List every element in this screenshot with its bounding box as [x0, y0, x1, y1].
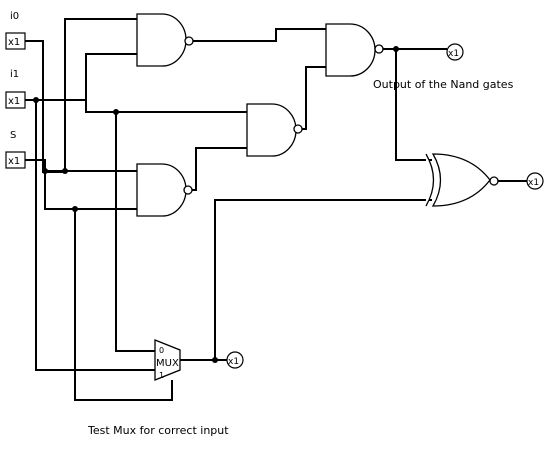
- wire-i0: [25, 40, 65, 173]
- junction-dot: [42, 168, 48, 174]
- xnor-gate[interactable]: [425, 153, 499, 207]
- junction-dot: [72, 206, 78, 212]
- nand-gate-body: [325, 23, 376, 77]
- wire-nand-d-to-xnor: [395, 49, 432, 161]
- output-pin-value: x1: [228, 357, 239, 367]
- xnor-gate-body: [431, 153, 491, 207]
- junction-dot: [33, 97, 39, 103]
- nand-output-caption: Output of the Nand gates: [373, 78, 514, 91]
- input-pin-label: i0: [10, 11, 19, 22]
- nand-gate-body: [136, 163, 187, 217]
- input-pin-value: x1: [8, 96, 20, 107]
- wire-s-to-nand-c: [36, 159, 137, 210]
- junction-dot: [393, 46, 399, 52]
- output-pin-circle[interactable]: [446, 43, 464, 61]
- output-pin-value: x1: [528, 178, 539, 188]
- nand-gate-bubble: [184, 36, 194, 46]
- output-pin-circle[interactable]: [526, 172, 544, 190]
- nand-gate-bubble: [293, 124, 303, 134]
- wire-i1-to-nand-a: [25, 53, 137, 101]
- output-pin-value: x1: [448, 49, 459, 59]
- wire-mux-to-xnor: [214, 199, 432, 360]
- nand-gate-body: [136, 13, 187, 67]
- input-pin-label: S: [10, 130, 16, 141]
- input-pin-box[interactable]: [5, 151, 26, 169]
- mux-input1-label: 1: [159, 371, 164, 380]
- output-pin-mux[interactable]: x1: [226, 351, 244, 369]
- junction-dot: [113, 109, 119, 115]
- wire-i1-to-nand-b: [85, 100, 247, 113]
- mux-input0-label: 0: [159, 346, 164, 355]
- nand-gate-bubble: [183, 185, 193, 195]
- mux-body: [154, 339, 181, 381]
- mux-test-caption: Test Mux for correct input: [87, 424, 229, 437]
- junction-dot: [212, 357, 218, 363]
- junction-dot: [62, 168, 68, 174]
- wire-i1-to-mux: [35, 100, 155, 371]
- nand-gate-a[interactable]: [136, 13, 194, 67]
- xnor-gate-bubble: [489, 176, 499, 186]
- xnor-gate-extra-arc: [425, 153, 435, 207]
- wire-nand-c-to-nand-b: [192, 147, 247, 191]
- nand-gate-c[interactable]: [136, 163, 193, 217]
- wire-s-to-mux-select: [74, 209, 173, 401]
- nand-gate-body: [246, 103, 297, 157]
- junction-dots: [33, 46, 399, 363]
- output-pin-nand[interactable]: x1: [446, 43, 464, 61]
- nand-gate-bubble: [374, 44, 384, 54]
- wire-nand-b-to-nand-d: [302, 66, 326, 130]
- output-pin-xnor[interactable]: x1: [526, 172, 544, 190]
- wire-i1-to-mux-in0: [115, 112, 155, 352]
- nand-gate-d[interactable]: [325, 23, 384, 77]
- input-pin-value: x1: [8, 37, 20, 48]
- nand-gate-b[interactable]: [246, 103, 303, 157]
- input-pin-label: i1: [10, 69, 19, 80]
- wires: [25, 18, 527, 401]
- input-pin-i1[interactable]: i1 x1: [5, 69, 26, 109]
- mux-label: MUX: [156, 358, 179, 369]
- wire-i0-to-nand-a: [64, 18, 137, 172]
- input-pin-value: x1: [8, 156, 20, 167]
- wire-nand-a-to-nand-d: [193, 28, 326, 42]
- input-pin-box[interactable]: [5, 91, 26, 109]
- output-pin-circle[interactable]: [226, 351, 244, 369]
- mux-component[interactable]: 0 MUX 1: [154, 339, 181, 381]
- input-pin-box[interactable]: [5, 32, 26, 50]
- input-pin-i0[interactable]: i0 x1: [5, 11, 26, 50]
- input-pin-s[interactable]: S x1: [5, 130, 26, 169]
